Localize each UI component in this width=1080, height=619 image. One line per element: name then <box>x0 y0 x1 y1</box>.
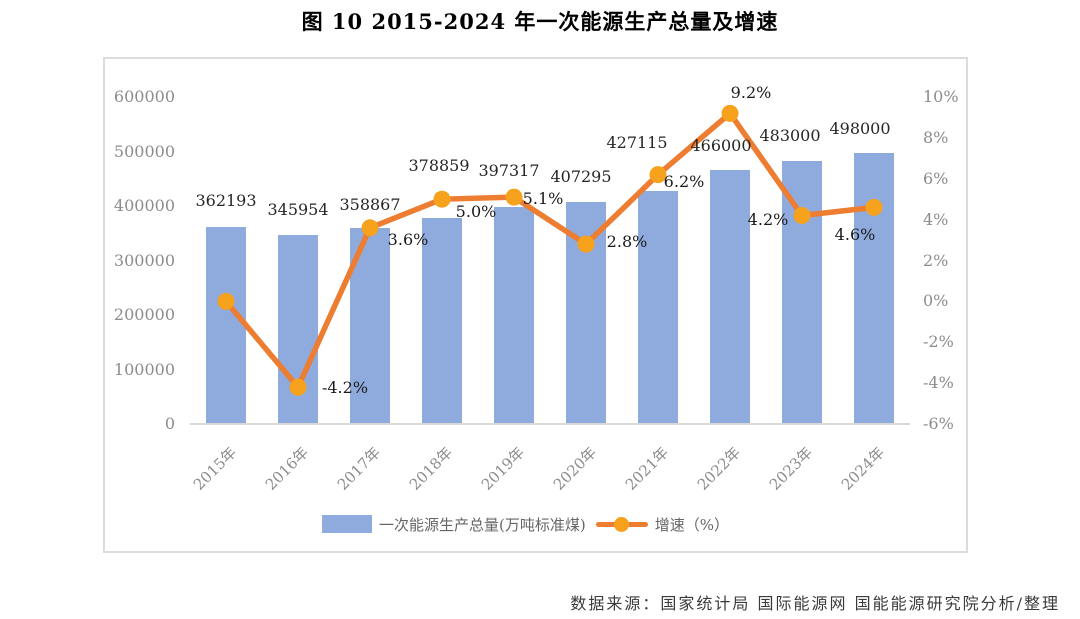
plot-frame <box>103 57 968 553</box>
legend-line-marker-icon <box>613 516 629 532</box>
growth-value-label: 3.6% <box>387 230 429 249</box>
left-axis-tick: 300000 <box>113 250 175 270</box>
x-axis-line <box>190 423 910 425</box>
growth-point-marker <box>505 188 523 206</box>
growth-line <box>223 110 875 390</box>
bar-value-label: 378859 <box>408 156 470 175</box>
growth-point-marker <box>361 219 379 237</box>
bar-value-label: 427115 <box>606 133 668 152</box>
bar-value-label: 345954 <box>267 200 329 219</box>
bar-2019年 <box>494 207 534 423</box>
growth-value-label: -4.2% <box>321 378 369 397</box>
right-axis-tick: -6% <box>923 414 954 433</box>
bar-value-label: 397317 <box>478 161 540 180</box>
left-axis-tick: 500000 <box>113 141 175 161</box>
growth-point-marker <box>289 378 307 396</box>
bar-2015年 <box>206 226 246 423</box>
legend-bar-label: 一次能源生产总量(万吨标准煤) <box>379 515 586 534</box>
growth-point-marker <box>793 207 811 225</box>
right-axis-tick: 6% <box>923 168 949 188</box>
growth-value-label: 5.0% <box>455 202 497 221</box>
growth-point-marker <box>649 166 667 184</box>
bar-2023年 <box>782 160 822 423</box>
right-axis-tick: -2% <box>923 332 954 352</box>
growth-value-label: 4.2% <box>747 210 789 229</box>
growth-point-marker <box>577 235 595 253</box>
growth-value-label: 5.1% <box>522 189 564 208</box>
bar-value-label: 358867 <box>339 195 401 214</box>
left-axis-tick: 100000 <box>113 359 175 379</box>
growth-point-marker <box>217 292 235 310</box>
right-axis-tick: -4% <box>923 373 954 393</box>
bar-value-label: 407295 <box>550 167 612 186</box>
data-source: 数据来源：国家统计局 国际能源网 国能能源研究院分析/整理 <box>570 594 1060 613</box>
left-axis-tick: 200000 <box>113 305 175 324</box>
left-axis-tick: 400000 <box>113 196 175 215</box>
right-axis-tick: 2% <box>923 250 949 270</box>
bar-2022年 <box>710 170 750 423</box>
growth-point-marker <box>433 190 451 208</box>
left-axis-tick: 600000 <box>113 87 175 106</box>
right-axis-tick: 0% <box>923 291 949 311</box>
bar-value-label: 498000 <box>829 119 891 138</box>
growth-point-marker <box>865 198 883 216</box>
chart-title: 图 10 2015-2024 年一次能源生产总量及增速 <box>301 9 779 34</box>
growth-value-label: 4.6% <box>834 225 876 244</box>
right-axis-tick: 4% <box>923 209 949 229</box>
legend-bar-swatch-icon <box>322 515 372 533</box>
bar-value-label: 362193 <box>195 191 257 210</box>
bar-2024年 <box>854 152 894 423</box>
growth-point-marker <box>721 104 739 122</box>
right-axis-tick: 8% <box>923 127 949 147</box>
growth-value-label: 9.2% <box>730 83 772 102</box>
growth-value-label: 2.8% <box>606 232 648 251</box>
bar-value-label: 483000 <box>759 126 821 145</box>
legend-line-label: 增速（%） <box>654 515 729 534</box>
legend: 一次能源生产总量(万吨标准煤) 增速（%） <box>322 512 729 536</box>
growth-value-label: 6.2% <box>663 172 705 191</box>
bar-2018年 <box>422 217 462 423</box>
bar-value-label: 466000 <box>690 136 752 155</box>
legend-line-swatch-icon <box>595 516 648 532</box>
right-axis-tick: 10% <box>923 87 959 106</box>
left-axis-tick: 0 <box>164 414 175 433</box>
bar-2021年 <box>638 191 678 423</box>
